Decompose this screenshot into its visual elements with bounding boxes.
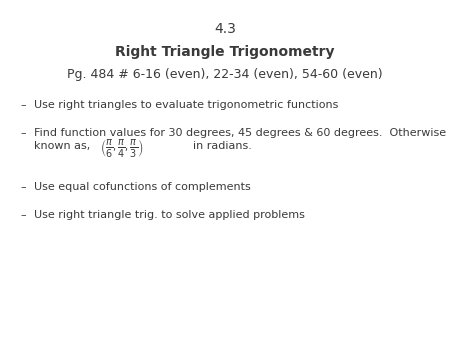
Text: –: – (20, 182, 26, 192)
Text: Pg. 484 # 6-16 (even), 22-34 (even), 54-60 (even): Pg. 484 # 6-16 (even), 22-34 (even), 54-… (67, 68, 383, 81)
Text: Find function values for 30 degrees, 45 degrees & 60 degrees.  Otherwise: Find function values for 30 degrees, 45 … (34, 128, 446, 138)
Text: Use right triangles to evaluate trigonometric functions: Use right triangles to evaluate trigonom… (34, 100, 338, 110)
Text: 4.3: 4.3 (214, 22, 236, 36)
Text: –: – (20, 100, 26, 110)
Text: known as,: known as, (34, 141, 90, 151)
Text: Use equal cofunctions of complements: Use equal cofunctions of complements (34, 182, 251, 192)
Text: Use right triangle trig. to solve applied problems: Use right triangle trig. to solve applie… (34, 210, 305, 220)
Text: Right Triangle Trigonometry: Right Triangle Trigonometry (115, 45, 335, 59)
Text: in radians.: in radians. (193, 141, 252, 151)
Text: –: – (20, 210, 26, 220)
Text: $\left(\dfrac{\pi}{6},\dfrac{\pi}{4},\dfrac{\pi}{3}\right)$: $\left(\dfrac{\pi}{6},\dfrac{\pi}{4},\df… (100, 137, 144, 159)
Text: –: – (20, 128, 26, 138)
